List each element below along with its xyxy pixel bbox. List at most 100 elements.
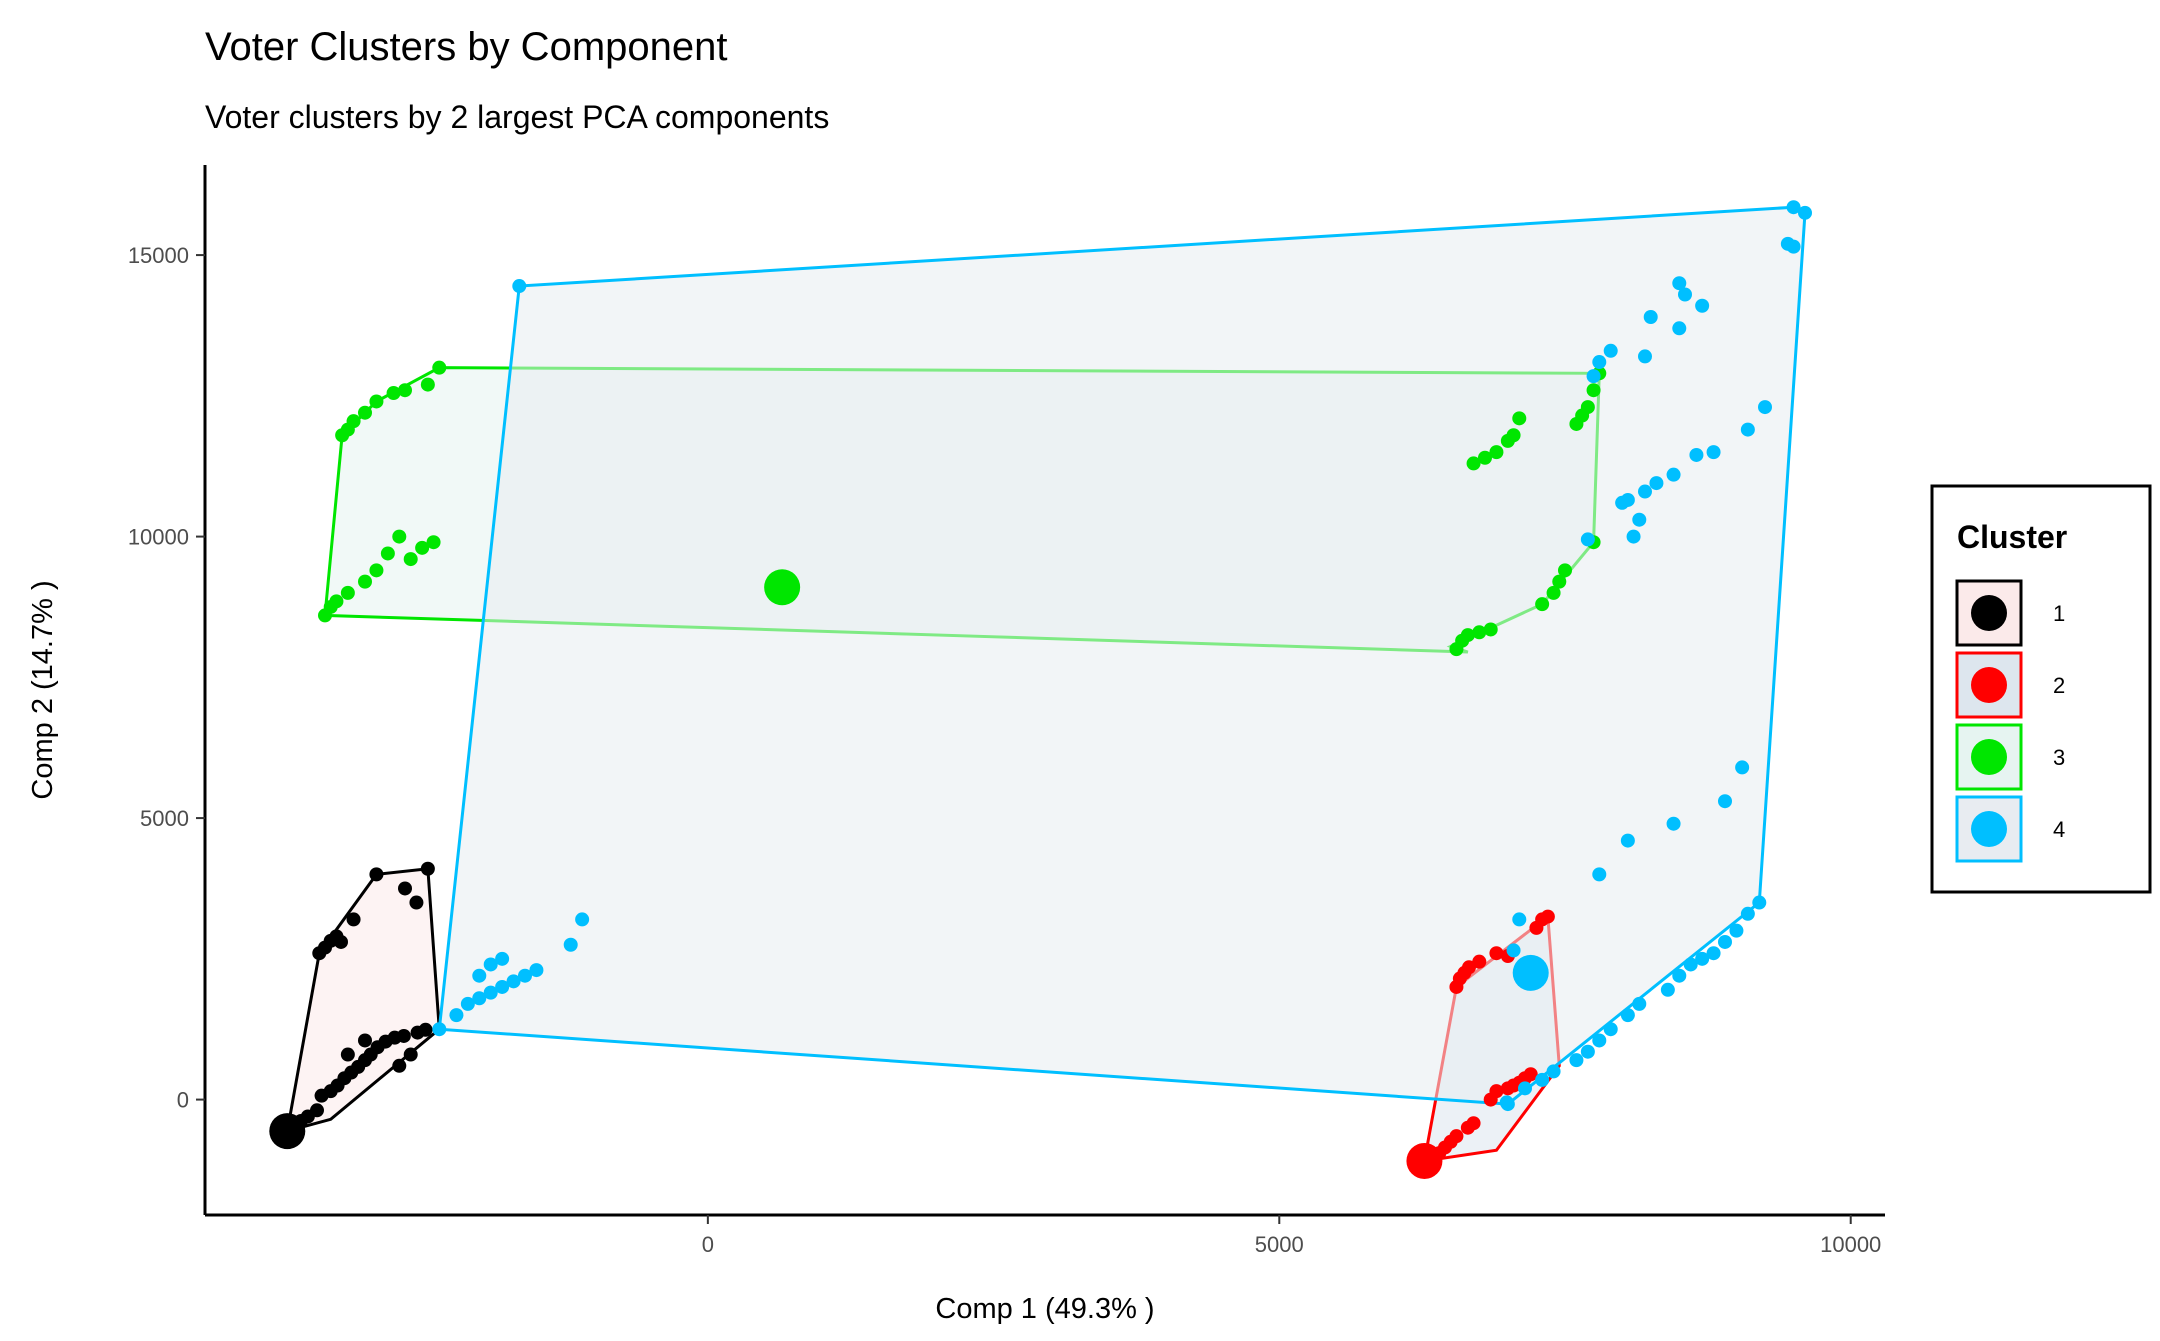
point-cluster-4 bbox=[575, 912, 590, 927]
legend-item-2: 2 bbox=[1955, 651, 2065, 719]
point-cluster-4 bbox=[1660, 982, 1675, 997]
point-cluster-4 bbox=[506, 974, 521, 989]
point-cluster-4 bbox=[1678, 287, 1692, 302]
cluster-hulls bbox=[285, 205, 1807, 1163]
point-cluster-4 bbox=[1752, 895, 1767, 910]
medoid-cluster-3 bbox=[764, 569, 801, 606]
legend-title: Cluster bbox=[1957, 519, 2067, 555]
point-cluster-4 bbox=[1620, 833, 1635, 848]
point-cluster-1 bbox=[346, 912, 361, 927]
point-cluster-4 bbox=[1729, 923, 1744, 938]
point-cluster-1 bbox=[369, 867, 384, 882]
point-cluster-3 bbox=[415, 540, 430, 555]
point-cluster-4 bbox=[1649, 476, 1664, 491]
point-cluster-3 bbox=[1483, 622, 1498, 637]
point-cluster-4 bbox=[1620, 1008, 1635, 1023]
point-cluster-1 bbox=[314, 1088, 329, 1103]
point-cluster-4 bbox=[1535, 1072, 1550, 1087]
point-cluster-4 bbox=[483, 985, 498, 1000]
point-cluster-4 bbox=[1638, 349, 1652, 364]
point-cluster-2 bbox=[1489, 1084, 1504, 1099]
legend-item-1: 1 bbox=[1955, 579, 2065, 647]
legend-key-dot bbox=[1971, 739, 2007, 775]
point-cluster-2 bbox=[1462, 960, 1476, 975]
point-cluster-2 bbox=[1540, 909, 1555, 924]
point-cluster-4 bbox=[1592, 355, 1607, 370]
point-cluster-4 bbox=[1689, 447, 1704, 462]
point-cluster-3 bbox=[358, 405, 372, 420]
point-cluster-1 bbox=[334, 934, 348, 949]
point-cluster-4 bbox=[1586, 369, 1601, 384]
chart-title: Voter Clusters by Component bbox=[205, 25, 727, 69]
point-cluster-4 bbox=[1580, 532, 1595, 547]
point-cluster-3 bbox=[432, 360, 447, 375]
y-tick-label: 0 bbox=[177, 1088, 189, 1113]
x-tick-label: 5000 bbox=[1255, 1232, 1304, 1257]
point-cluster-3 bbox=[1586, 383, 1601, 398]
point-cluster-4 bbox=[1740, 422, 1755, 437]
point-cluster-4 bbox=[1718, 934, 1732, 949]
point-cluster-2 bbox=[1466, 1116, 1481, 1131]
point-cluster-4 bbox=[472, 991, 487, 1006]
point-cluster-4 bbox=[1506, 943, 1521, 958]
point-cluster-3 bbox=[392, 529, 407, 544]
point-cluster-4 bbox=[1632, 512, 1647, 527]
point-cluster-3 bbox=[1460, 628, 1475, 643]
point-cluster-3 bbox=[1535, 597, 1550, 612]
point-cluster-4 bbox=[1603, 343, 1618, 358]
point-cluster-4 bbox=[1758, 400, 1772, 415]
point-cluster-4 bbox=[1718, 794, 1732, 809]
point-cluster-3 bbox=[426, 535, 441, 550]
point-cluster-4 bbox=[1695, 298, 1710, 313]
legend: Cluster 1 2 3 4 bbox=[1930, 484, 2152, 894]
point-cluster-4 bbox=[1546, 1064, 1561, 1079]
point-cluster-4 bbox=[1740, 906, 1755, 921]
point-cluster-3 bbox=[403, 552, 418, 567]
point-cluster-4 bbox=[1643, 310, 1658, 325]
point-cluster-3 bbox=[380, 546, 395, 561]
point-cluster-4 bbox=[1706, 946, 1721, 961]
legend-label: 3 bbox=[2053, 745, 2065, 770]
point-cluster-4 bbox=[483, 957, 498, 972]
cluster-medoids bbox=[269, 569, 1549, 1179]
point-cluster-4 bbox=[1786, 200, 1801, 215]
point-cluster-4 bbox=[1592, 867, 1607, 882]
point-cluster-4 bbox=[1603, 1022, 1618, 1037]
point-cluster-3 bbox=[1466, 456, 1481, 471]
point-cluster-3 bbox=[386, 386, 401, 401]
legend-item-3: 3 bbox=[1955, 723, 2065, 791]
point-cluster-4 bbox=[495, 979, 510, 994]
y-tick-label: 5000 bbox=[140, 806, 189, 831]
point-cluster-4 bbox=[1626, 529, 1641, 544]
point-cluster-4 bbox=[529, 963, 544, 978]
plot-area bbox=[269, 200, 1812, 1179]
y-axis-title: Comp 2 (14.7% ) bbox=[27, 580, 59, 799]
point-cluster-4 bbox=[1672, 321, 1687, 336]
point-cluster-4 bbox=[1615, 495, 1630, 510]
legend-key-dot bbox=[1971, 667, 2007, 703]
point-cluster-3 bbox=[358, 574, 372, 589]
point-cluster-3 bbox=[369, 563, 384, 578]
point-cluster-3 bbox=[1478, 450, 1492, 465]
legend-item-4: 4 bbox=[1955, 795, 2065, 863]
legend-key-dot bbox=[1971, 811, 2007, 847]
y-axis-ticks: 0 5000 10000 15000 bbox=[128, 243, 205, 1113]
point-cluster-3 bbox=[1506, 428, 1521, 443]
point-cluster-1 bbox=[358, 1033, 372, 1048]
legend-label: 4 bbox=[2053, 817, 2065, 842]
point-cluster-1 bbox=[398, 881, 412, 896]
point-cluster-4 bbox=[1798, 205, 1812, 220]
point-cluster-3 bbox=[1472, 625, 1487, 640]
point-cluster-3 bbox=[398, 383, 412, 398]
point-cluster-4 bbox=[512, 279, 527, 294]
point-cluster-4 bbox=[1683, 957, 1698, 972]
y-tick-label: 10000 bbox=[128, 525, 189, 550]
point-cluster-4 bbox=[1638, 484, 1652, 499]
point-cluster-2 bbox=[1472, 954, 1487, 969]
point-cluster-4 bbox=[1499, 1095, 1514, 1110]
point-cluster-4 bbox=[1666, 816, 1681, 831]
legend-key-dot bbox=[1971, 595, 2007, 631]
point-cluster-3 bbox=[1512, 411, 1527, 426]
point-cluster-1 bbox=[403, 1047, 418, 1062]
